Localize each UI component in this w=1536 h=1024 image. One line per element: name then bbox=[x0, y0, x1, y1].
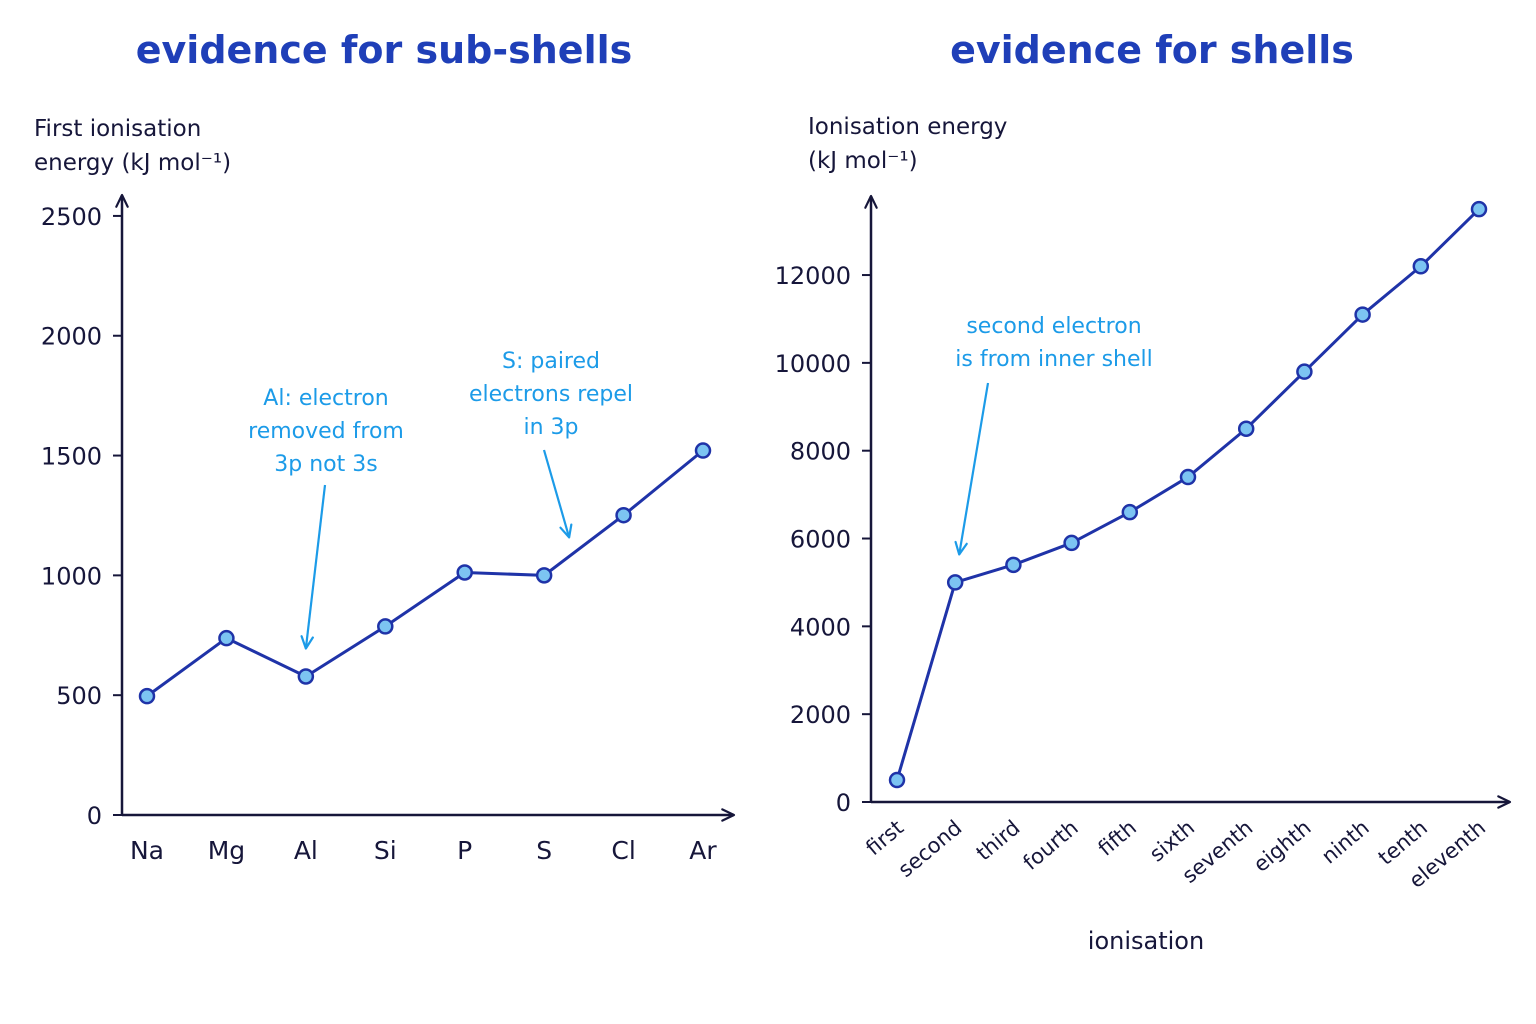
y-tick-label: 1500 bbox=[41, 443, 102, 471]
chart-title: evidence for shells bbox=[950, 28, 1354, 72]
series-line bbox=[895, 208, 1481, 781]
y-axis-arrowhead bbox=[115, 193, 129, 208]
y-tick-label: 8000 bbox=[790, 438, 851, 466]
annotation-arrow bbox=[958, 382, 990, 555]
data-point-fifth bbox=[1121, 503, 1139, 521]
x-tick-label: eighth bbox=[1249, 815, 1316, 876]
annotation-arrow bbox=[542, 449, 571, 538]
x-tick-label: Mg bbox=[208, 836, 245, 865]
x-tick-label: Cl bbox=[611, 836, 635, 865]
x-tick-label: first bbox=[861, 815, 908, 860]
x-tick-label: fifth bbox=[1094, 815, 1141, 860]
annotation-arrow bbox=[304, 484, 327, 649]
y-tick-label: 0 bbox=[836, 789, 851, 817]
data-point-sixth bbox=[1179, 468, 1197, 486]
y-tick-label: 6000 bbox=[790, 526, 851, 554]
x-tick-label: S bbox=[536, 836, 552, 865]
data-point-second bbox=[946, 574, 964, 591]
x-axis-label: ionisation bbox=[1088, 927, 1204, 955]
y-tick-label: 2000 bbox=[41, 323, 102, 351]
x-tick-label: P bbox=[457, 836, 472, 865]
x-tick-label: third bbox=[972, 815, 1025, 865]
data-point-ninth bbox=[1354, 306, 1371, 323]
chart-title: evidence for sub-shells bbox=[135, 28, 633, 72]
annotation-text: second electron is from inner shell bbox=[955, 314, 1153, 372]
annotation-text: S: paired electrons repel in 3p bbox=[469, 349, 633, 440]
chart-panel-sub-shells: evidence for sub-shells First ionisation… bbox=[34, 28, 736, 865]
y-axis-arrowhead bbox=[864, 194, 878, 209]
data-point-seventh bbox=[1237, 420, 1255, 437]
x-axis-arrowhead bbox=[721, 808, 736, 822]
y-tick-label: 4000 bbox=[790, 613, 851, 641]
x-tick-label: second bbox=[894, 815, 967, 882]
annotation-arrowhead bbox=[954, 540, 968, 556]
x-tick-label: fourth bbox=[1019, 815, 1083, 874]
data-point-ar bbox=[694, 442, 712, 459]
y-axis-label: First ionisation energy (kJ mol⁻¹) bbox=[34, 116, 232, 176]
data-point-s bbox=[535, 567, 553, 584]
data-point-al bbox=[297, 668, 315, 685]
annotation-arrowhead bbox=[300, 635, 314, 650]
data-point-p bbox=[456, 564, 473, 581]
y-tick-label: 2000 bbox=[790, 701, 851, 729]
x-tick-label: Ar bbox=[689, 836, 717, 865]
y-tick-label: 1000 bbox=[41, 562, 102, 590]
y-tick-label: 10000 bbox=[775, 350, 851, 378]
x-axis-arrowhead bbox=[1497, 795, 1512, 809]
data-point-eleventh bbox=[1470, 200, 1488, 218]
data-point-third bbox=[1005, 556, 1022, 574]
data-point-si bbox=[377, 618, 394, 635]
x-tick-label: Na bbox=[130, 836, 164, 865]
data-point-cl bbox=[615, 506, 632, 524]
data-point-tenth bbox=[1412, 258, 1430, 275]
data-point-fourth bbox=[1063, 534, 1080, 552]
data-point-eighth bbox=[1296, 363, 1313, 380]
y-tick-label: 0 bbox=[87, 802, 102, 830]
y-tick-label: 2500 bbox=[41, 203, 102, 231]
y-tick-label: 12000 bbox=[775, 262, 851, 290]
x-tick-label: Al bbox=[294, 836, 318, 865]
data-point-mg bbox=[218, 629, 235, 647]
y-axis-label: Ionisation energy (kJ mol⁻¹) bbox=[808, 114, 1008, 174]
annotation-arrowhead bbox=[559, 523, 573, 539]
data-point-first bbox=[888, 771, 906, 789]
y-tick-label: 500 bbox=[56, 682, 102, 710]
x-tick-label: ninth bbox=[1317, 815, 1374, 868]
data-point-na bbox=[138, 687, 156, 705]
annotation-text: Al: electron removed from 3p not 3s bbox=[248, 386, 404, 477]
series-line bbox=[146, 449, 704, 698]
x-tick-label: Si bbox=[374, 836, 397, 865]
line-chart: 0 500 1000 1500 2000 2500 Na Mg Al Si P S Cl Ar Al: el… bbox=[41, 193, 736, 865]
chart-panel-shells: evidence for shells Ionisation energy (k… bbox=[768, 0, 1536, 1024]
